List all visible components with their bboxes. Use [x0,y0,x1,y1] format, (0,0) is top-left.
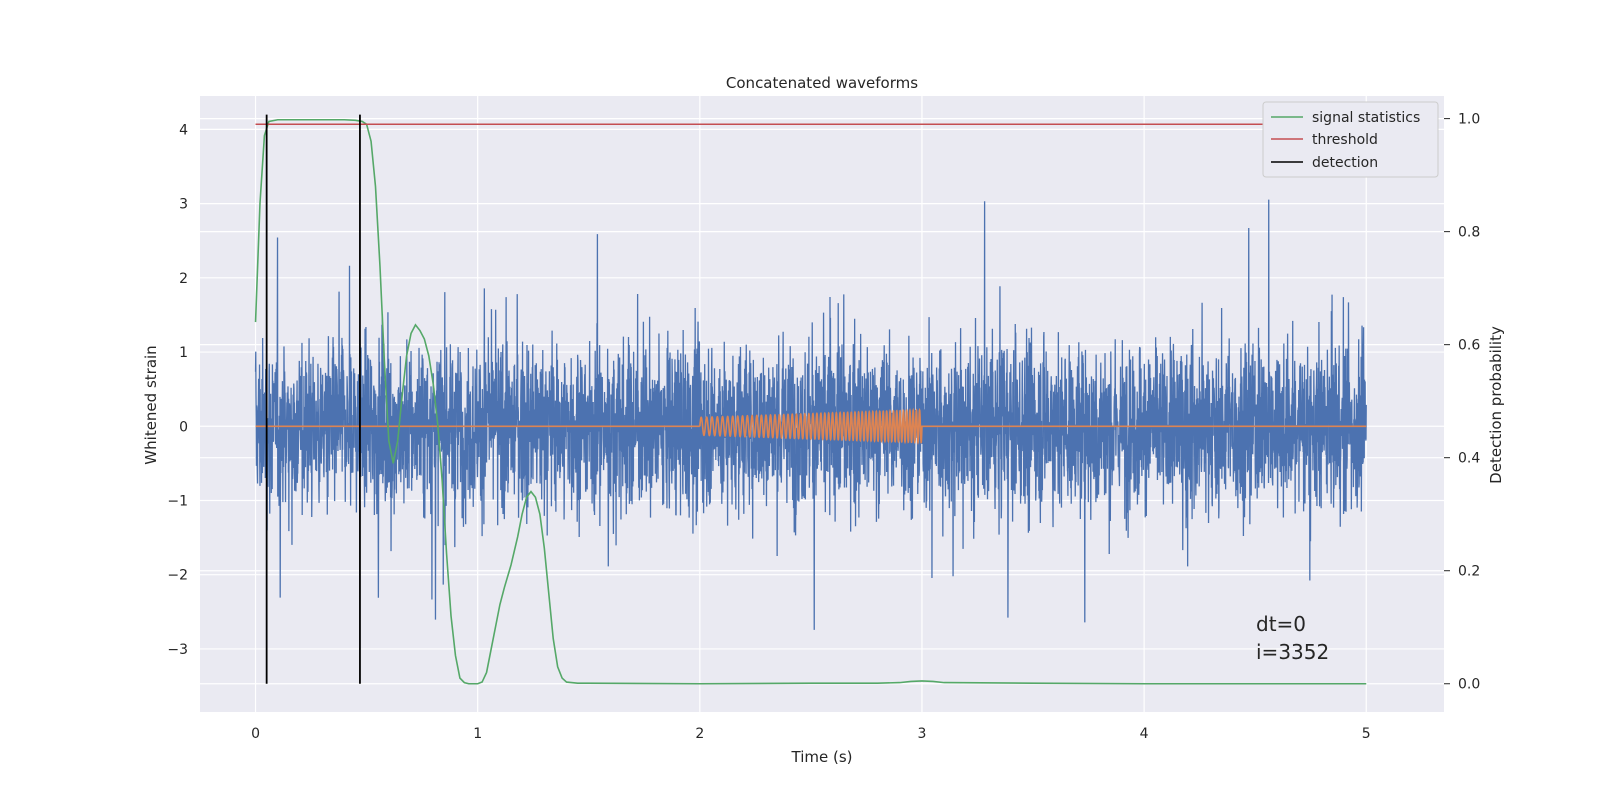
x-tick-label: 3 [918,726,927,742]
y2-axis-label: Detection probability [1487,326,1505,484]
chart-title: Concatenated waveforms [726,74,918,92]
y2-tick-label: 0.2 [1458,564,1480,580]
x-tick-label: 1 [473,726,482,742]
y2-tick-label: 1.0 [1458,112,1480,128]
y-axis-label: Whitened strain [142,345,160,464]
strain-line [254,199,1367,630]
y2-tick-label: 0.4 [1458,451,1480,467]
legend-label-threshold: threshold [1312,132,1378,148]
legend-box [1262,101,1439,178]
legend-label-detection: detection [1312,155,1378,171]
y-tick-label: −3 [167,642,188,658]
x-tick-label: 5 [1362,726,1371,742]
injected-signal-series [255,407,1367,445]
legend-label-signal-statistics: signal statistics [1312,110,1420,126]
y-tick-label: 1 [179,345,188,361]
y2-tick-label: 0.0 [1458,677,1480,693]
x-tick-label: 4 [1140,726,1149,742]
y-tick-label: 0 [179,419,188,435]
x-axis-label: Time (s) [791,748,853,766]
axis-ticks: 0 1 2 3 4 5 −3 −2 −1 0 1 2 3 4 0.0 0.2 0.4 0.6 0.8 1.0 [167,112,1480,742]
strain-series [254,199,1367,630]
y2-tick-label: 0.6 [1458,338,1480,354]
y2-tick-label: 0.8 [1458,225,1480,241]
y-tick-label: −1 [167,493,188,509]
detection-lines [265,114,361,684]
annotation-index: i=3352 [1256,640,1329,664]
signal-statistics-series [254,118,1367,685]
annotation-dt: dt=0 [1256,612,1306,636]
legend: signal statistics threshold detection [1262,101,1439,178]
x-tick-label: 2 [695,726,704,742]
injected-signal-line [255,407,1367,445]
signal-statistics-line [254,118,1367,685]
x-tick-label: 0 [251,726,260,742]
y-tick-label: −2 [167,568,188,584]
y-tick-label: 2 [179,271,188,287]
y-tick-label: 4 [179,122,188,138]
y-tick-label: 3 [179,197,188,213]
